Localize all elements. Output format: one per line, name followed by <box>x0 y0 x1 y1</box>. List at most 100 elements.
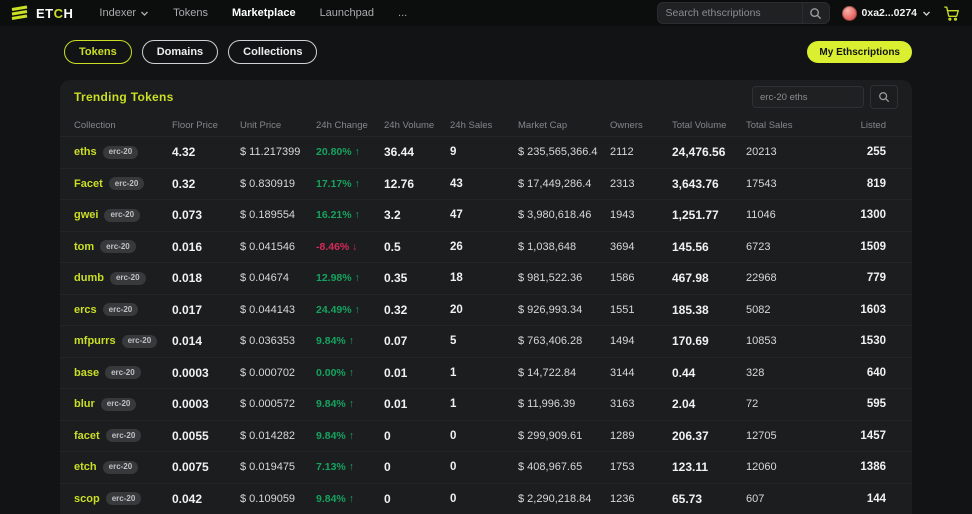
token-search-input[interactable] <box>752 86 864 108</box>
chevron-down-icon <box>922 9 931 18</box>
unit-price: $ 0.109059 <box>240 493 316 505</box>
collection-link[interactable]: eths <box>74 146 97 158</box>
collection-link[interactable]: blur <box>74 398 95 410</box>
collection-link[interactable]: base <box>74 367 99 379</box>
my-ethscriptions-button[interactable]: My Ethscriptions <box>807 41 912 63</box>
volume-24h: 0.07 <box>384 334 450 348</box>
table-row[interactable]: dumb erc-20 0.018 $ 0.04674 12.98% ↑ 0.3… <box>60 263 912 295</box>
unit-price: $ 0.014282 <box>240 430 316 442</box>
listed: 144 <box>820 493 898 505</box>
collection-link[interactable]: mfpurrs <box>74 335 116 347</box>
total-volume: 170.69 <box>672 334 746 348</box>
collection-link[interactable]: dumb <box>74 272 104 284</box>
total-volume: 1,251.77 <box>672 208 746 222</box>
total-volume: 185.38 <box>672 303 746 317</box>
global-search-input[interactable] <box>658 7 802 19</box>
volume-24h: 12.76 <box>384 177 450 191</box>
change-24h: 7.13% ↑ <box>316 461 384 473</box>
floor-price: 0.017 <box>172 303 240 317</box>
floor-price: 0.014 <box>172 334 240 348</box>
total-sales: 12060 <box>746 461 820 473</box>
collection-link[interactable]: tom <box>74 241 94 253</box>
listed: 779 <box>820 272 898 284</box>
collection-link[interactable]: ercs <box>74 304 97 316</box>
owners: 1551 <box>610 304 672 316</box>
erc20-badge: erc-20 <box>109 177 145 190</box>
collection-link[interactable]: facet <box>74 430 100 442</box>
market-cap: $ 3,980,618.46 <box>518 209 610 221</box>
table-row[interactable]: tom erc-20 0.016 $ 0.041546 -8.46% ↓ 0.5… <box>60 232 912 264</box>
sales-24h: 9 <box>450 146 518 158</box>
total-sales: 10853 <box>746 335 820 347</box>
total-volume: 206.37 <box>672 429 746 443</box>
total-volume: 65.73 <box>672 492 746 506</box>
change-24h: 9.84% ↑ <box>316 335 384 347</box>
erc20-badge: erc-20 <box>103 461 139 474</box>
nav-item[interactable]: Marketplace <box>232 7 296 19</box>
listed: 1300 <box>820 209 898 221</box>
market-cap: $ 299,909.61 <box>518 430 610 442</box>
table-row[interactable]: ercs erc-20 0.017 $ 0.044143 24.49% ↑ 0.… <box>60 295 912 327</box>
unit-price: $ 11.217399 <box>240 146 316 158</box>
volume-24h: 0.35 <box>384 271 450 285</box>
tab-collections[interactable]: Collections <box>228 40 317 64</box>
total-volume: 467.98 <box>672 271 746 285</box>
erc20-badge: erc-20 <box>103 146 139 159</box>
change-24h: 0.00% ↑ <box>316 367 384 379</box>
volume-24h: 0.5 <box>384 240 450 254</box>
total-volume: 123.11 <box>672 460 746 474</box>
table-row[interactable]: base erc-20 0.0003 $ 0.000702 0.00% ↑ 0.… <box>60 358 912 390</box>
volume-24h: 0.01 <box>384 397 450 411</box>
change-24h: 9.84% ↑ <box>316 430 384 442</box>
main-nav: Indexer Tokens Marketplace Launchpad ... <box>99 7 407 19</box>
nav-item[interactable]: Tokens <box>173 7 208 19</box>
panel-title: Trending Tokens <box>74 90 174 104</box>
change-24h: 9.84% ↑ <box>316 493 384 505</box>
column-header: 24h Change <box>316 120 384 131</box>
collection-link[interactable]: scop <box>74 493 100 505</box>
cart-icon[interactable] <box>943 5 960 22</box>
erc20-badge: erc-20 <box>122 335 158 348</box>
global-search <box>657 2 830 24</box>
owners: 1586 <box>610 272 672 284</box>
volume-24h: 0 <box>384 492 450 506</box>
collection-link[interactable]: etch <box>74 461 97 473</box>
table-row[interactable]: facet erc-20 0.0055 $ 0.014282 9.84% ↑ 0… <box>60 421 912 453</box>
tab-domains[interactable]: Domains <box>142 40 218 64</box>
table-row[interactable]: etch erc-20 0.0075 $ 0.019475 7.13% ↑ 0 … <box>60 452 912 484</box>
sales-24h: 1 <box>450 367 518 379</box>
tab-tokens[interactable]: Tokens <box>64 40 132 64</box>
nav-item[interactable]: Launchpad <box>320 7 374 19</box>
nav-item[interactable]: Indexer <box>99 7 149 19</box>
table-row[interactable]: eths erc-20 4.32 $ 11.217399 20.80% ↑ 36… <box>60 137 912 169</box>
table-row[interactable]: blur erc-20 0.0003 $ 0.000572 9.84% ↑ 0.… <box>60 389 912 421</box>
search-icon[interactable] <box>802 3 829 23</box>
owners: 3144 <box>610 367 672 379</box>
total-sales: 12705 <box>746 430 820 442</box>
column-header: Unit Price <box>240 120 316 131</box>
table-row[interactable]: scop erc-20 0.042 $ 0.109059 9.84% ↑ 0 0… <box>60 484 912 514</box>
nav-item[interactable]: ... <box>398 7 407 19</box>
token-search-icon[interactable] <box>870 85 898 109</box>
table-row[interactable]: gwei erc-20 0.073 $ 0.189554 16.21% ↑ 3.… <box>60 200 912 232</box>
top-navbar: ETCH Indexer Tokens Marketplace Launchpa… <box>0 0 972 26</box>
wallet-menu[interactable]: 0xa2...0274 <box>842 6 931 21</box>
table-row[interactable]: Facet erc-20 0.32 $ 0.830919 17.17% ↑ 12… <box>60 169 912 201</box>
change-24h: 24.49% ↑ <box>316 304 384 316</box>
wallet-address: 0xa2...0274 <box>862 7 917 19</box>
collection-link[interactable]: gwei <box>74 209 98 221</box>
market-cap: $ 235,565,366.4 <box>518 146 610 158</box>
total-volume: 3,643.76 <box>672 177 746 191</box>
table-row[interactable]: mfpurrs erc-20 0.014 $ 0.036353 9.84% ↑ … <box>60 326 912 358</box>
market-cap: $ 408,967.65 <box>518 461 610 473</box>
etch-logo[interactable]: ETCH <box>10 5 73 21</box>
total-sales: 328 <box>746 367 820 379</box>
owners: 1494 <box>610 335 672 347</box>
unit-price: $ 0.041546 <box>240 241 316 253</box>
total-sales: 20213 <box>746 146 820 158</box>
erc20-badge: erc-20 <box>106 492 142 505</box>
collection-link[interactable]: Facet <box>74 178 103 190</box>
unit-price: $ 0.019475 <box>240 461 316 473</box>
unit-price: $ 0.044143 <box>240 304 316 316</box>
